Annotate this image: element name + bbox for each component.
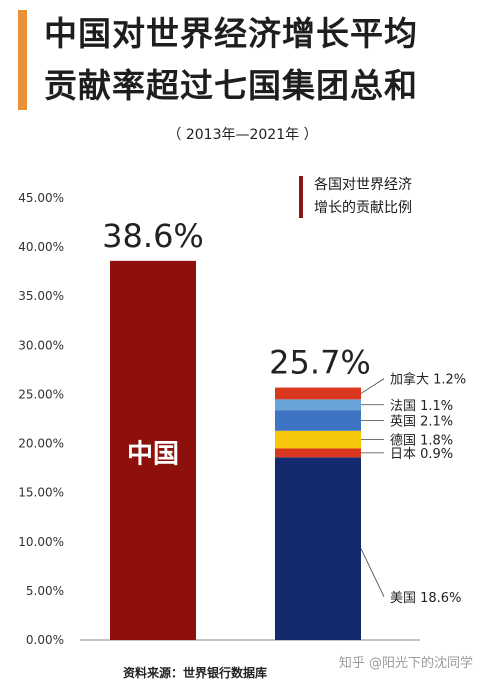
segment-label: 日本 0.9% (390, 447, 453, 462)
y-tick-label: 40.00% (18, 240, 64, 254)
segment-leader-line (360, 378, 385, 394)
watermark: 知乎 @阳光下的沈同学 (338, 656, 473, 671)
segment-label: 加拿大 1.2% (390, 372, 466, 388)
title-line-1: 中国对世界经济增长平均 (44, 14, 418, 53)
bar-g7-segment (275, 457, 361, 640)
y-tick-label: 45.00% (18, 191, 64, 205)
page-title: 中国对世界经济增长平均 贡献率超过七国集团总和 (44, 8, 474, 112)
segment-label: 美国 18.6% (390, 591, 461, 606)
bar-china-value-label: 38.6% (102, 217, 204, 255)
legend-line-2: 增长的贡献比例 (314, 200, 412, 216)
y-tick-label: 5.00% (26, 584, 64, 598)
data-source: 资料来源：世界银行数据库 (122, 666, 267, 680)
title-accent-bar (18, 10, 27, 110)
bar-g7-segment (275, 448, 361, 458)
y-tick-label: 15.00% (18, 486, 64, 500)
subtitle-period: （ 2013年—2021年 ） (167, 127, 318, 143)
y-tick-label: 30.00% (18, 338, 64, 352)
y-tick-label: 10.00% (18, 535, 64, 549)
segment-label: 德国 1.8% (390, 434, 453, 449)
bar-china-name-label: 中国 (127, 439, 179, 469)
y-tick-label: 20.00% (18, 437, 64, 451)
title-line-2: 贡献率超过七国集团总和 (44, 66, 418, 105)
bar-g7-segment (275, 399, 361, 411)
y-tick-label: 0.00% (26, 633, 64, 647)
segment-label: 法国 1.1% (390, 399, 453, 414)
bar-g7-segment (275, 410, 361, 431)
legend-marker (299, 176, 303, 218)
bar-g7-value-label: 25.7% (269, 344, 371, 382)
legend-line-1: 各国对世界经济 (314, 177, 412, 193)
y-tick-label: 25.00% (18, 387, 64, 401)
bar-g7-segment (275, 387, 361, 400)
bar-china (110, 260, 196, 640)
bar-g7-segment (275, 430, 361, 449)
segment-leader-line (360, 548, 385, 597)
segment-label: 英国 2.1% (390, 414, 453, 429)
legend-caption: 各国对世界经济 增长的贡献比例 (314, 174, 412, 220)
y-tick-label: 35.00% (18, 289, 64, 303)
